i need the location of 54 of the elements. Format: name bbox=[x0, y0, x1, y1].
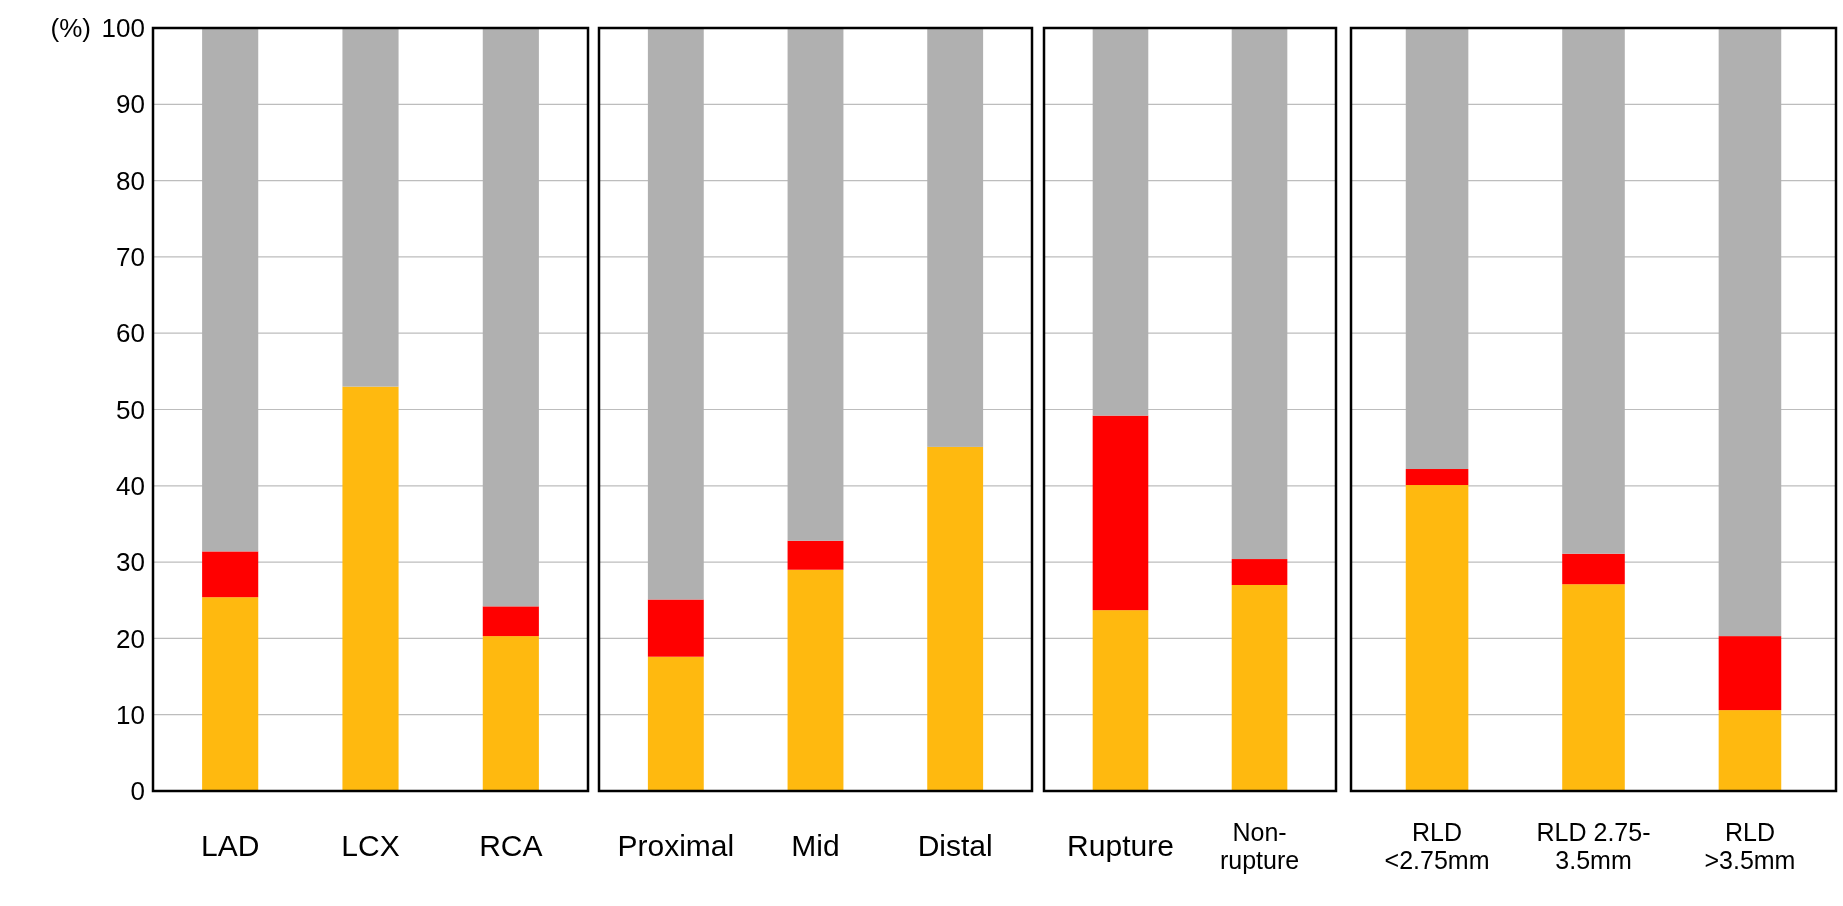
bar bbox=[787, 540, 844, 570]
bar bbox=[1405, 28, 1469, 470]
bar bbox=[1231, 584, 1288, 791]
bar bbox=[1562, 553, 1625, 585]
bar bbox=[787, 28, 844, 541]
bar bbox=[1718, 28, 1782, 637]
bar bbox=[1718, 636, 1782, 711]
x-tick-label: RLD 2.75-3.5mm bbox=[1536, 818, 1651, 874]
bar bbox=[202, 551, 259, 598]
x-tick-label: RCA bbox=[479, 829, 543, 862]
x-tick-label: RLD >3.5mm bbox=[1704, 818, 1796, 874]
y-tick-label: 30 bbox=[116, 547, 145, 578]
x-tick-label: RLD <2.75mm bbox=[1384, 818, 1490, 874]
bar bbox=[1562, 28, 1625, 554]
bar bbox=[342, 28, 399, 387]
x-tick-label: Distal bbox=[917, 829, 993, 862]
bar bbox=[202, 28, 259, 552]
bar bbox=[1562, 584, 1625, 791]
bar bbox=[647, 28, 704, 600]
y-tick-label: 90 bbox=[116, 89, 145, 120]
y-tick-label: 70 bbox=[116, 242, 145, 272]
x-tick-label: Mid bbox=[791, 829, 840, 862]
bar bbox=[1405, 469, 1469, 486]
bar bbox=[1231, 28, 1288, 560]
bar bbox=[202, 597, 259, 791]
x-tick-label: LCX bbox=[341, 829, 400, 862]
y-tick-label: 10 bbox=[116, 699, 145, 730]
bar bbox=[647, 599, 704, 657]
bar bbox=[927, 28, 984, 447]
y-tick-label: 40 bbox=[116, 470, 145, 501]
bar bbox=[482, 28, 539, 607]
bar bbox=[1405, 485, 1469, 791]
bar bbox=[342, 386, 399, 791]
x-tick-label: Non-rupture bbox=[1219, 818, 1300, 874]
bar bbox=[482, 606, 539, 637]
bar bbox=[1718, 710, 1782, 791]
bar bbox=[1092, 415, 1149, 611]
bar bbox=[482, 636, 539, 791]
bar bbox=[1092, 610, 1149, 791]
y-tick-label: 80 bbox=[116, 165, 145, 196]
y-tick-label: 50 bbox=[116, 394, 145, 425]
bar bbox=[1092, 28, 1149, 416]
y-tick-label: 20 bbox=[116, 623, 145, 654]
x-tick-label: Rupture bbox=[1067, 829, 1174, 862]
y-tick-label: 60 bbox=[116, 318, 145, 349]
bar bbox=[787, 569, 844, 791]
y-tick-label: 0 bbox=[130, 776, 145, 807]
y-axis-title: (%) bbox=[50, 13, 91, 44]
bar bbox=[927, 446, 984, 791]
x-tick-label: Proximal bbox=[617, 829, 735, 862]
bar bbox=[1231, 559, 1288, 585]
y-tick-label: 100 bbox=[101, 13, 145, 44]
bar bbox=[647, 656, 704, 791]
x-tick-label: LAD bbox=[201, 829, 260, 862]
